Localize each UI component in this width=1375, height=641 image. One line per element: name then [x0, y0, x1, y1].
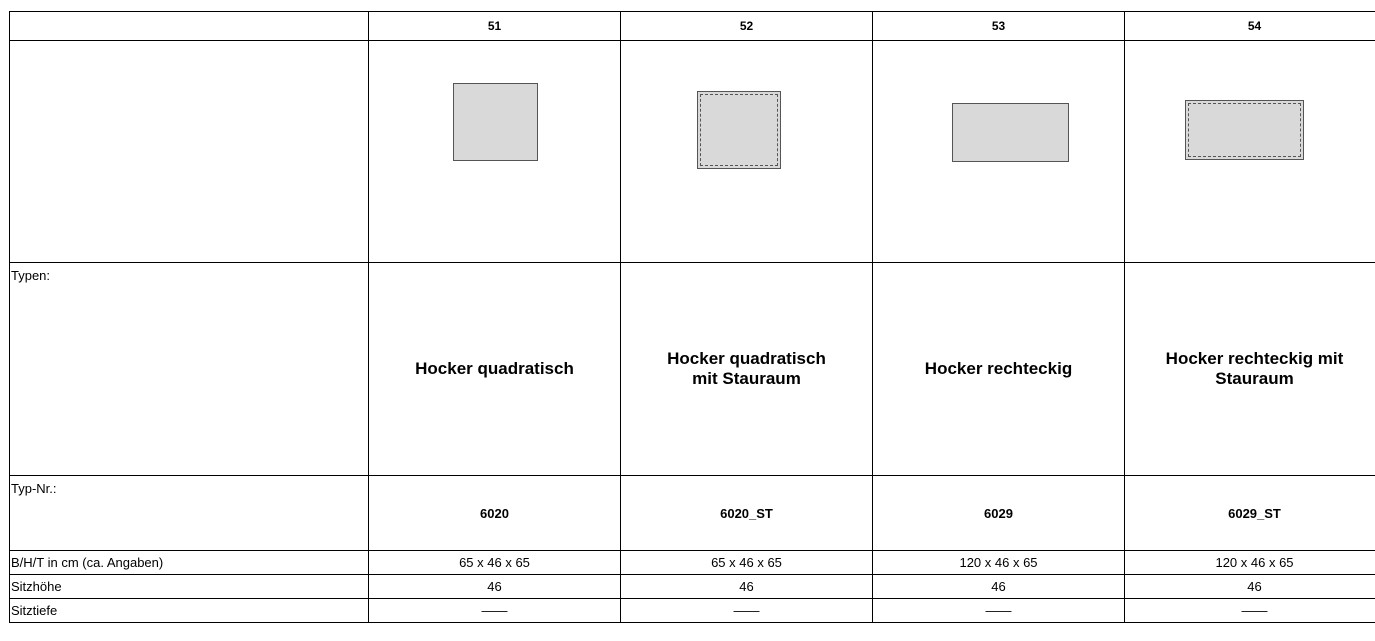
- sitztiefe-row: Sitztiefe —— —— —— ——: [9, 598, 1375, 623]
- typen-label: Typen:: [9, 262, 369, 476]
- image-row: [9, 40, 1375, 263]
- typ-nr-value: 6029: [872, 475, 1125, 551]
- image-cell: [1124, 40, 1375, 263]
- type-name: Hocker quadratisch mit Stauraum: [667, 349, 826, 388]
- sitzhoehe-value: 46: [368, 574, 621, 599]
- sitztiefe-value: ——: [1124, 598, 1375, 623]
- dimensions-value: 65 x 46 x 65: [368, 550, 621, 575]
- rectangular-stool-drawing: [952, 103, 1069, 162]
- image-label-cell: [9, 40, 369, 263]
- typ-nr-value: 6020: [368, 475, 621, 551]
- type-name: Hocker rechteckig: [924, 359, 1073, 378]
- column-number: 51: [368, 11, 621, 41]
- typ-nr-row: Typ-Nr.: 6020 6020_ST 6029 6029_ST: [9, 475, 1375, 551]
- image-cell: [368, 40, 621, 263]
- image-cell: [620, 40, 873, 263]
- header-empty-cell: [9, 11, 369, 41]
- dimensions-label: B/H/T in cm (ca. Angaben): [9, 550, 369, 575]
- sitztiefe-label: Sitztiefe: [9, 598, 369, 623]
- type-name: Hocker rechteckig mit Stauraum: [1165, 349, 1344, 388]
- sitztiefe-value: ——: [368, 598, 621, 623]
- column-number: 53: [872, 11, 1125, 41]
- dimensions-value: 65 x 46 x 65: [620, 550, 873, 575]
- sitzhoehe-value: 46: [872, 574, 1125, 599]
- rectangular-stool-storage-drawing: [1185, 100, 1304, 160]
- column-number: 54: [1124, 11, 1375, 41]
- product-spec-table: 51 52 53 54 Typen: Hocker quadr: [9, 11, 1375, 623]
- typ-nr-value: 6020_ST: [620, 475, 873, 551]
- image-cell: [872, 40, 1125, 263]
- sitzhoehe-value: 46: [1124, 574, 1375, 599]
- dimensions-value: 120 x 46 x 65: [872, 550, 1125, 575]
- sitzhoehe-value: 46: [620, 574, 873, 599]
- sitztiefe-value: ——: [872, 598, 1125, 623]
- square-stool-drawing: [453, 83, 538, 161]
- type-name: Hocker quadratisch: [415, 359, 574, 378]
- dimensions-row: B/H/T in cm (ca. Angaben) 65 x 46 x 65 6…: [9, 550, 1375, 575]
- sitzhoehe-row: Sitzhöhe 46 46 46 46: [9, 574, 1375, 599]
- column-number: 52: [620, 11, 873, 41]
- sitzhoehe-label: Sitzhöhe: [9, 574, 369, 599]
- typ-nr-value: 6029_ST: [1124, 475, 1375, 551]
- dimensions-value: 120 x 46 x 65: [1124, 550, 1375, 575]
- square-stool-storage-drawing: [697, 91, 781, 169]
- sitztiefe-value: ——: [620, 598, 873, 623]
- type-row: Typen: Hocker quadratisch Hocker quadrat…: [9, 262, 1375, 476]
- header-row: 51 52 53 54: [9, 11, 1375, 41]
- typ-nr-label: Typ-Nr.:: [9, 475, 369, 551]
